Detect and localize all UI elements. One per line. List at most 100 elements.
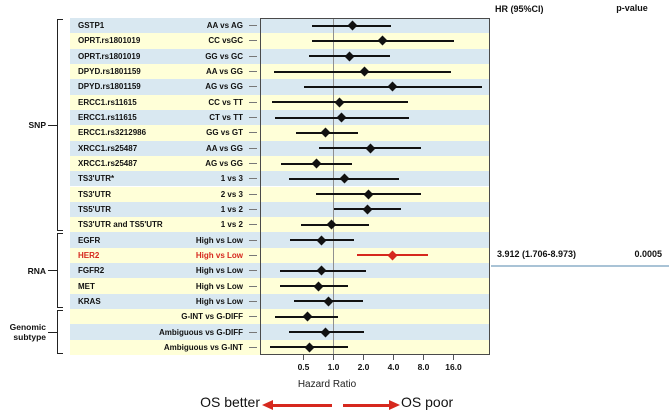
row-gene-label: DPYD.rs1801159 — [78, 82, 141, 92]
row-gene-label: FGFR2 — [78, 266, 105, 276]
row-gene-label: TS3'UTR and TS5'UTR — [78, 220, 163, 230]
row-comparison-label: AG vs GG — [205, 82, 243, 92]
row-gene-label: DPYD.rs1801159 — [78, 67, 141, 77]
row-stripe — [70, 155, 490, 172]
row-axis-tick — [249, 346, 257, 348]
row-gene-label: XRCC1.rs25487 — [78, 143, 138, 153]
group-bracket-bottom-tick — [57, 230, 63, 232]
row-gene-label: TS3'UTR* — [78, 174, 115, 184]
row-stripe — [70, 186, 490, 202]
row-comparison-label: 2 vs 3 — [220, 189, 243, 199]
x-axis-tick-mark — [393, 355, 394, 360]
group-label-line: Genomic — [9, 322, 46, 333]
row-axis-tick — [249, 285, 257, 287]
row-axis-tick — [249, 55, 257, 57]
row-axis-tick — [249, 101, 257, 103]
row-stripe — [70, 201, 490, 218]
x-axis-tick-mark — [363, 355, 364, 360]
row-axis-tick — [249, 147, 257, 149]
row-stripe — [70, 48, 490, 64]
row-axis-tick — [249, 86, 257, 88]
reference-line — [333, 18, 334, 355]
row-gene-label: TS5'UTR — [78, 204, 112, 214]
row-axis-tick — [249, 254, 257, 256]
row-comparison-label: 1 vs 3 — [220, 174, 243, 184]
group-label: RNA — [0, 266, 46, 276]
row-stripe — [70, 125, 490, 141]
row-stripe — [70, 18, 490, 34]
row-gene-label: GSTP1 — [78, 21, 105, 31]
row-axis-tick — [249, 239, 257, 241]
row-comparison-label: High vs Low — [195, 250, 243, 260]
os-poor-arrow-shaft — [343, 404, 391, 407]
group-bracket-line — [57, 233, 58, 309]
row-comparison-label: 1 vs 2 — [220, 204, 243, 214]
row-gene-label: HER2 — [78, 250, 100, 260]
group-bracket-top-tick — [57, 310, 63, 312]
x-axis-tick-label: 1.0 — [327, 362, 340, 372]
os-better-label: OS better — [200, 394, 260, 410]
group-bracket-mid-tick — [48, 124, 57, 126]
row-comparison-label: AA vs GG — [205, 67, 243, 77]
x-axis-tick-mark — [423, 355, 424, 360]
x-axis-tick-label: 8.0 — [417, 362, 430, 372]
group-bracket-mid-tick — [48, 331, 57, 333]
group-label: Genomic subtype — [0, 322, 46, 342]
group-label-line: SNP — [28, 120, 46, 131]
group-bracket-line — [57, 310, 58, 354]
row-axis-tick — [249, 117, 257, 119]
row-comparison-label: CT vs TT — [209, 113, 243, 123]
row-axis-tick — [249, 193, 257, 195]
row-stripe — [70, 140, 490, 156]
os-poor-arrow-head — [389, 400, 400, 410]
row-comparison-label: GG vs GC — [205, 51, 243, 61]
x-axis-tick-label: 2.0 — [357, 362, 370, 372]
group-label-line: subtype — [13, 332, 46, 343]
highlight-p-value: 0.0005 — [634, 249, 662, 259]
x-axis-tick-label: 0.5 — [297, 362, 310, 372]
row-stripe — [70, 232, 490, 248]
row-comparison-label: Ambiguous vs G-DIFF — [159, 327, 243, 337]
row-gene-label: ERCC1.rs3212986 — [78, 128, 147, 138]
row-comparison-label: GG vs GT — [206, 128, 243, 138]
x-axis-tick-label: 4.0 — [387, 362, 400, 372]
row-comparison-label: 1 vs 2 — [220, 220, 243, 230]
row-axis-tick — [249, 178, 257, 180]
group-bracket-mid-tick — [48, 270, 57, 272]
group-bracket-bottom-tick — [57, 353, 63, 354]
row-stripe — [70, 324, 490, 340]
row-comparison-label: High vs Low — [195, 235, 243, 245]
p-value-column-header: p-value — [616, 3, 648, 13]
x-axis-tick-mark — [453, 355, 454, 360]
highlight-hr-ci-value: 3.912 (1.706-8.973) — [497, 249, 577, 259]
row-comparison-label: High vs Low — [195, 266, 243, 276]
row-stripe — [70, 217, 490, 233]
os-better-arrow-shaft — [271, 404, 332, 407]
row-stripe — [70, 171, 490, 187]
row-stripe — [70, 247, 490, 264]
row-gene-label: XRCC1.rs25487 — [78, 159, 138, 169]
row-axis-tick — [249, 270, 257, 272]
row-comparison-label: AA vs AG — [206, 21, 243, 31]
row-axis-tick — [249, 208, 257, 210]
os-poor-label: OS poor — [401, 394, 454, 410]
row-axis-tick — [249, 40, 257, 42]
row-gene-label: OPRT.rs1801019 — [78, 36, 141, 46]
row-gene-label: TS3'UTR — [78, 189, 112, 199]
group-bracket-top-tick — [57, 19, 63, 20]
row-gene-label: KRAS — [78, 296, 101, 306]
row-comparison-label: CC vsGC — [208, 36, 243, 46]
row-axis-tick — [249, 224, 257, 226]
row-gene-label: OPRT.rs1801019 — [78, 51, 141, 61]
x-axis-tick-mark — [303, 355, 304, 360]
highlight-row-divider — [491, 265, 669, 267]
row-axis-tick — [249, 132, 257, 134]
os-better-arrow-head — [262, 400, 273, 410]
row-axis-tick — [249, 316, 257, 318]
x-axis-title: Hazard Ratio — [297, 379, 357, 390]
row-gene-label: EGFR — [78, 235, 101, 245]
row-axis-tick — [249, 71, 257, 73]
row-axis-tick — [249, 25, 257, 27]
